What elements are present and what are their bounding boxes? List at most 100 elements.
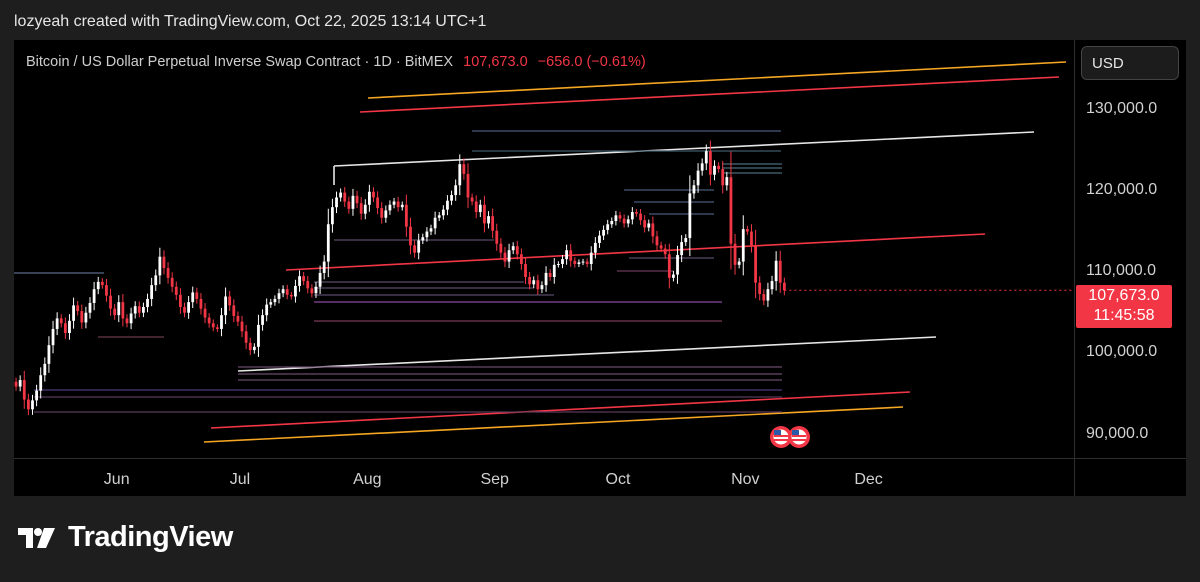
candle-down xyxy=(409,226,412,246)
footer-branding: TradingView xyxy=(16,521,233,554)
candle-up xyxy=(441,209,445,216)
candle-down xyxy=(750,231,753,246)
candle-down xyxy=(778,260,782,283)
candle-down xyxy=(404,204,408,227)
candle-down xyxy=(26,399,30,410)
candle-down xyxy=(248,342,252,351)
candle-up xyxy=(610,220,614,225)
candle-up xyxy=(688,193,692,239)
candle-up xyxy=(335,197,338,208)
candle-up xyxy=(507,250,511,262)
candle-up xyxy=(774,260,778,282)
candle-down xyxy=(80,311,84,323)
candle-up xyxy=(351,195,355,209)
candle-up xyxy=(154,275,158,286)
candle-down xyxy=(240,321,244,332)
candle-up xyxy=(425,231,429,238)
candle-down xyxy=(667,254,671,278)
candle-down xyxy=(745,229,749,232)
candle-up xyxy=(51,328,55,346)
candle-down xyxy=(708,151,712,175)
candle-down xyxy=(211,323,215,328)
candle-up xyxy=(692,185,696,194)
candle-up xyxy=(31,400,34,410)
candle-up xyxy=(626,219,630,224)
candle-down xyxy=(178,294,182,308)
symbol-title: Bitcoin / US Dollar Perpetual Inverse Sw… xyxy=(26,54,454,70)
candle-down xyxy=(174,286,178,295)
candle-up xyxy=(704,151,708,164)
red-mid-trendline xyxy=(285,233,986,271)
chart-attribution: lozyeah created with TradingView.com, Oc… xyxy=(14,13,487,30)
candle-up xyxy=(39,375,43,391)
candle-up xyxy=(331,207,334,225)
candle-up xyxy=(400,204,404,208)
candle-up xyxy=(322,261,326,273)
candle-down xyxy=(470,197,474,202)
candle-down xyxy=(166,268,170,278)
currency-button[interactable]: USD xyxy=(1081,46,1179,80)
candle-up xyxy=(133,306,137,314)
last-price: 107,673.0 xyxy=(463,54,528,70)
candle-up xyxy=(88,302,92,313)
candle-up xyxy=(606,224,610,230)
candle-up xyxy=(647,223,651,228)
candle-up xyxy=(450,195,453,201)
candle-up xyxy=(339,192,343,198)
candle-up xyxy=(117,302,121,316)
candle-down xyxy=(618,215,622,219)
candle-up xyxy=(672,274,675,278)
candle-up xyxy=(281,289,285,294)
candle-up xyxy=(150,285,154,299)
candle-up xyxy=(696,170,700,186)
time-tick-label: Oct xyxy=(605,471,631,488)
candle-down xyxy=(585,261,589,265)
candle-up xyxy=(146,298,149,308)
us-event-flag-icon[interactable] xyxy=(770,426,792,448)
candle-down xyxy=(76,305,80,312)
candle-down xyxy=(59,318,63,324)
candle-up xyxy=(18,380,22,387)
candle-up xyxy=(43,363,47,376)
candle-up xyxy=(326,224,330,262)
candle-down xyxy=(203,308,207,318)
price-pane[interactable]: Bitcoin / US Dollar Perpetual Inverse Sw… xyxy=(14,40,1074,458)
candle-up xyxy=(593,242,597,253)
us-event-flag-icon[interactable] xyxy=(788,426,810,448)
candle-up xyxy=(392,201,396,205)
tradingview-logo-icon xyxy=(18,527,55,548)
candle-down xyxy=(536,280,540,290)
candle-up xyxy=(602,229,605,236)
candle-up xyxy=(367,191,371,205)
candle-down xyxy=(347,201,351,209)
candle-down xyxy=(520,254,523,265)
candle-up xyxy=(577,262,581,265)
candle-down xyxy=(413,245,416,253)
candle-up xyxy=(680,242,684,256)
candle-down xyxy=(14,381,18,387)
candle-down xyxy=(573,260,577,265)
price-tick-label: 90,000.0 xyxy=(1086,424,1149,442)
candle-down xyxy=(474,201,478,213)
price-chart[interactable] xyxy=(14,40,1074,458)
red-lower-trendline xyxy=(210,391,911,429)
candle-up xyxy=(478,204,482,213)
candle-down xyxy=(105,285,108,296)
candle-up xyxy=(532,280,536,285)
candle-up xyxy=(277,293,281,299)
candle-down xyxy=(343,192,347,202)
candle-down xyxy=(183,307,186,313)
candle-up xyxy=(129,313,133,324)
candle-up xyxy=(511,246,515,251)
candle-down xyxy=(782,282,786,291)
candle-down xyxy=(199,298,203,309)
price-scale-divider xyxy=(1074,40,1075,496)
candle-down xyxy=(121,302,125,319)
candle-up xyxy=(737,261,741,265)
candle-down xyxy=(663,248,667,255)
candle-up xyxy=(556,264,560,266)
candle-down xyxy=(302,276,306,282)
candle-down xyxy=(162,256,166,269)
candle-down xyxy=(380,208,384,218)
candle-up xyxy=(630,212,634,220)
